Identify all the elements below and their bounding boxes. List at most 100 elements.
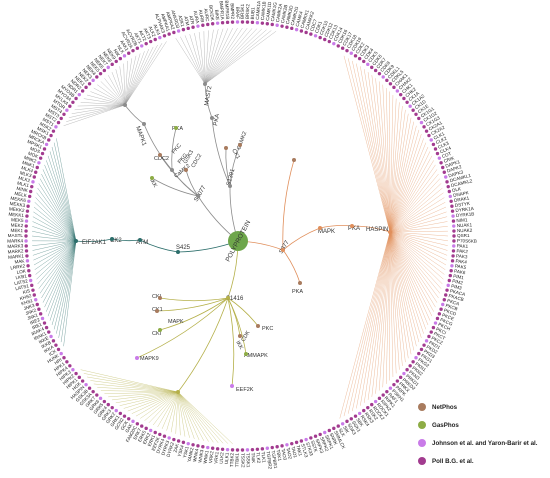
- ring-node: [118, 56, 123, 61]
- ring-node: [431, 325, 436, 330]
- ring-label: BCKDK: [208, 5, 215, 22]
- ring-node: [24, 224, 28, 228]
- ring-label: CDK5: [367, 50, 379, 63]
- ring-label: MST2: [44, 112, 57, 123]
- ring-node: [408, 364, 412, 368]
- hub-fan-edge: [367, 72, 391, 233]
- ring-label: JNK2: [25, 307, 38, 316]
- ring-node: [395, 379, 400, 383]
- ring-node: [451, 249, 456, 253]
- hub-fan-edge: [347, 58, 391, 233]
- ring-label: YANK2: [186, 447, 194, 463]
- ring-label: PAK4: [455, 258, 467, 264]
- ring-node: [447, 189, 452, 194]
- ring-label: CDK3: [359, 44, 370, 57]
- ring-label: MELK: [14, 191, 28, 198]
- ring-label: PKCI: [435, 326, 447, 335]
- ring-node: [442, 170, 446, 174]
- ring-node: [206, 22, 210, 27]
- hub-fan-edge: [68, 104, 126, 118]
- ring-label: DYRK1A: [455, 206, 475, 213]
- inner-label-cki-a: CKI: [152, 294, 162, 300]
- ring-node: [25, 254, 29, 258]
- ring-node: [176, 29, 181, 33]
- tree-node: [158, 296, 162, 300]
- ring-label: RSK2: [368, 408, 379, 421]
- tree-node: [150, 176, 154, 180]
- ring-node: [98, 396, 103, 401]
- ring-node: [225, 447, 230, 452]
- tree-node: [238, 143, 242, 147]
- ring-node: [448, 273, 452, 278]
- ring-node: [191, 443, 195, 447]
- ring-node: [131, 48, 135, 53]
- ring-node: [80, 89, 85, 93]
- hub-fan-edge: [339, 231, 391, 419]
- ring-label: MPSK1: [27, 139, 44, 150]
- hub-fan-edge: [115, 69, 126, 106]
- ring-node: [87, 386, 92, 390]
- ring-label: AMPKA2: [165, 11, 176, 31]
- ring-label: ERK7: [132, 427, 142, 440]
- ring-node: [102, 399, 107, 404]
- ring-node: [431, 142, 436, 147]
- tree-edge: [139, 239, 179, 253]
- ring-node: [275, 445, 279, 449]
- hub-fan-edge: [47, 240, 77, 317]
- ring-node: [59, 116, 63, 121]
- hub-fan-edge: [389, 231, 427, 330]
- ring-label: HPK1: [53, 361, 66, 372]
- ring-label: MARK4: [7, 238, 23, 243]
- ring-node: [196, 24, 200, 28]
- ring-node: [398, 375, 403, 380]
- hub-fan-edge: [204, 31, 277, 85]
- hub-fan-edge: [35, 197, 77, 242]
- ring-node: [450, 264, 454, 268]
- ring-node: [449, 199, 453, 203]
- ring-node: [313, 434, 318, 438]
- hub-fan-edge: [131, 391, 179, 414]
- ring-node: [235, 20, 240, 24]
- hub-fan-edge: [38, 240, 77, 289]
- ring-label: MASTL: [8, 233, 24, 238]
- ring-label: TGFBR2: [265, 451, 272, 470]
- ring-label: ATM: [183, 16, 190, 26]
- ring-node: [42, 321, 47, 325]
- tree-edge: [319, 225, 353, 229]
- hub-fan-edge: [177, 391, 195, 439]
- ring-node: [255, 21, 260, 25]
- ring-label: ERK1: [147, 434, 157, 447]
- hub-fan-edge: [44, 164, 77, 242]
- ring-node: [35, 165, 39, 170]
- ring-node: [114, 408, 118, 413]
- ring-node: [47, 138, 51, 142]
- ring-label: HGK: [71, 380, 82, 391]
- ring-node: [414, 112, 418, 116]
- ring-node: [54, 125, 58, 129]
- ring-node: [451, 214, 455, 218]
- ring-node: [318, 35, 322, 40]
- ring-node: [167, 32, 171, 36]
- ring-node: [332, 41, 336, 46]
- ring-node: [148, 428, 153, 433]
- ring-label: VRK1: [213, 451, 219, 464]
- ring-label: LATS1: [15, 283, 30, 291]
- ring-label: ULK2: [219, 452, 225, 464]
- hub-fan-edge: [347, 231, 391, 414]
- ring-node: [270, 445, 274, 450]
- ring-node: [449, 269, 453, 273]
- ring-label: SBK: [355, 417, 365, 428]
- ring-label: QSR1: [457, 233, 470, 238]
- ring-node: [91, 78, 95, 83]
- ring-label: BIKE: [214, 9, 220, 20]
- ring-label: NUAK1: [457, 222, 473, 228]
- site-label-s425: S425: [176, 245, 191, 251]
- ring-node: [28, 194, 32, 199]
- ring-label: BRSK2: [245, 4, 251, 20]
- ring-label: JNK3: [23, 303, 36, 311]
- hub-fan-edge: [124, 41, 167, 106]
- ring-label: TGFBR1: [271, 450, 279, 469]
- hub-fan-edge: [56, 138, 77, 242]
- ring-node: [25, 259, 30, 263]
- ring-label: NEK9: [106, 48, 117, 61]
